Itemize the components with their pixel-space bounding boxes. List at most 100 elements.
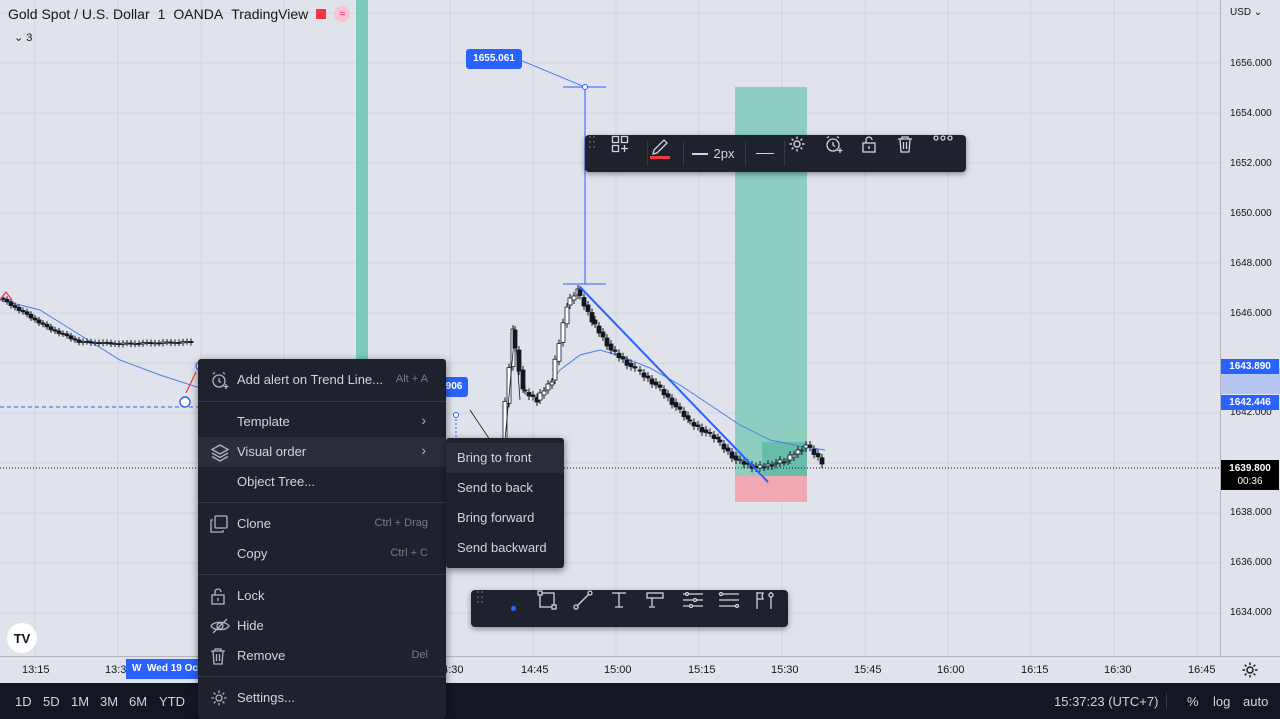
- add-alert-icon[interactable]: [824, 135, 850, 172]
- candle-body: [100, 341, 106, 344]
- menu-item-settings[interactable]: Settings...: [198, 683, 446, 713]
- menu-item-lock[interactable]: Lock: [198, 581, 446, 611]
- tradingview-logo[interactable]: TV: [7, 623, 37, 653]
- measure-icon[interactable]: [609, 590, 633, 627]
- submenu-item-send-to-back[interactable]: Send to back: [446, 473, 564, 503]
- clone-icon: [210, 515, 228, 533]
- menu-item-remove[interactable]: Remove Del: [198, 641, 446, 671]
- percent-toggle[interactable]: %: [1187, 694, 1199, 709]
- candle-body: [80, 340, 86, 343]
- range-icon[interactable]: [681, 590, 709, 627]
- line-icon[interactable]: [573, 590, 597, 627]
- candle-body: [761, 466, 767, 469]
- candle-body: [522, 389, 528, 392]
- candle-body: [624, 359, 630, 366]
- candle-body: [641, 372, 647, 378]
- symbol-name[interactable]: Gold Spot / U.S. Dollar: [8, 6, 150, 22]
- gear-icon[interactable]: [1241, 661, 1259, 684]
- candle-body: [811, 448, 817, 455]
- candle-body: [116, 343, 122, 346]
- gear-icon[interactable]: [788, 135, 814, 172]
- menu-item-clone[interactable]: Clone Ctrl + Drag: [198, 509, 446, 539]
- add-alert-icon: [210, 371, 229, 389]
- menu-label: Add alert on Trend Line...: [237, 372, 383, 387]
- candle-body: [520, 369, 526, 390]
- candle-body: [120, 342, 126, 345]
- candle-body: [537, 392, 543, 401]
- menu-item-object-tree[interactable]: Object Tree...: [198, 467, 446, 497]
- candle-body: [64, 333, 70, 337]
- time-label: 16:45: [1188, 664, 1216, 676]
- chart-canvas[interactable]: Gold Spot / U.S. Dollar 1 OANDA TradingV…: [0, 0, 1220, 656]
- range-5d[interactable]: 5D: [43, 694, 60, 709]
- line-width-button[interactable]: 2px: [687, 135, 739, 172]
- menu-item-template[interactable]: Template ›: [198, 407, 446, 437]
- flag-icon[interactable]: [316, 9, 327, 19]
- menu-item-copy[interactable]: Copy Ctrl + C: [198, 539, 446, 569]
- candle-body: [677, 406, 683, 410]
- menu-label: Object Tree...: [237, 474, 316, 489]
- submenu-item-bring-forward[interactable]: Bring forward: [446, 503, 564, 533]
- candle-body: [48, 326, 54, 331]
- currency-select[interactable]: USD ⌄: [1230, 7, 1263, 18]
- price-label: 1656.000: [1230, 58, 1272, 69]
- price-tag-lower: 1642.446: [1221, 395, 1279, 410]
- candle-body: [616, 352, 622, 359]
- candle-body: [681, 410, 687, 418]
- candle-body: [552, 358, 558, 381]
- candle-body: [661, 388, 667, 396]
- candle-body: [549, 381, 555, 386]
- range-ytd[interactable]: YTD: [159, 694, 185, 709]
- pencil-color-icon[interactable]: [649, 135, 677, 172]
- unlock-icon[interactable]: [861, 135, 887, 172]
- range-3m[interactable]: 3M: [100, 694, 119, 709]
- menu-item-add-alert[interactable]: Add alert on Trend Line... Alt + A: [198, 365, 446, 395]
- range-6m[interactable]: 6M: [129, 694, 148, 709]
- clock[interactable]: 15:37:23 (UTC+7): [1054, 694, 1159, 709]
- price-badge-left[interactable]: 906: [440, 377, 468, 397]
- auto-toggle[interactable]: auto: [1243, 694, 1269, 709]
- range-1d[interactable]: 1D: [15, 694, 32, 709]
- rectangle-icon[interactable]: [537, 590, 561, 627]
- chart-svg[interactable]: [0, 0, 1220, 656]
- candle-body: [669, 397, 675, 405]
- time-label: 15:45: [854, 664, 882, 676]
- candle-body: [807, 444, 813, 448]
- time-axis[interactable]: 13:15 13:3 14:30 14:45 15:00 15:15 15:30…: [0, 656, 1280, 684]
- drag-handle-icon[interactable]: [477, 590, 489, 627]
- more-icon[interactable]: [933, 135, 959, 172]
- candle-body: [657, 384, 663, 388]
- price-axis[interactable]: USD ⌄ 1656.000 1654.000 1652.000 1650.00…: [1220, 0, 1280, 656]
- fib-icon[interactable]: [717, 590, 745, 627]
- cursor-date-tag: W Wed 19 Oc: [126, 659, 204, 679]
- interval-label: 1: [157, 6, 166, 22]
- log-toggle[interactable]: log: [1213, 694, 1231, 709]
- flag-pin-icon[interactable]: [753, 590, 781, 627]
- position-icon[interactable]: [645, 590, 669, 627]
- candle-body: [40, 322, 46, 325]
- indicator-icon[interactable]: ≈: [334, 6, 351, 22]
- template-icon[interactable]: [611, 135, 641, 172]
- candle-body: [530, 394, 536, 397]
- price-badge-top[interactable]: 1655.061: [466, 49, 522, 69]
- candle-body: [4, 298, 10, 303]
- menu-item-hide[interactable]: Hide: [198, 611, 446, 641]
- line-style-icon[interactable]: [751, 135, 779, 172]
- submenu-item-bring-to-front[interactable]: Bring to front: [446, 443, 564, 473]
- drag-handle-icon[interactable]: [589, 135, 603, 172]
- candle-body: [737, 459, 743, 462]
- candle-body: [108, 342, 114, 345]
- candle-body: [725, 447, 731, 452]
- menu-item-visual-order[interactable]: Visual order ›: [198, 437, 446, 467]
- indicator-collapse-button[interactable]: ⌄ 3: [14, 31, 32, 44]
- candle-body: [132, 342, 138, 345]
- candle-body: [741, 461, 747, 465]
- candle-body: [112, 343, 118, 346]
- time-label: 16:15: [1021, 664, 1049, 676]
- submenu-item-send-backward[interactable]: Send backward: [446, 533, 564, 563]
- candle-body: [645, 375, 651, 379]
- chevron-right-icon: ›: [421, 412, 426, 428]
- dot-icon[interactable]: [501, 590, 525, 627]
- trash-icon[interactable]: [897, 135, 923, 172]
- range-1m[interactable]: 1M: [71, 694, 90, 709]
